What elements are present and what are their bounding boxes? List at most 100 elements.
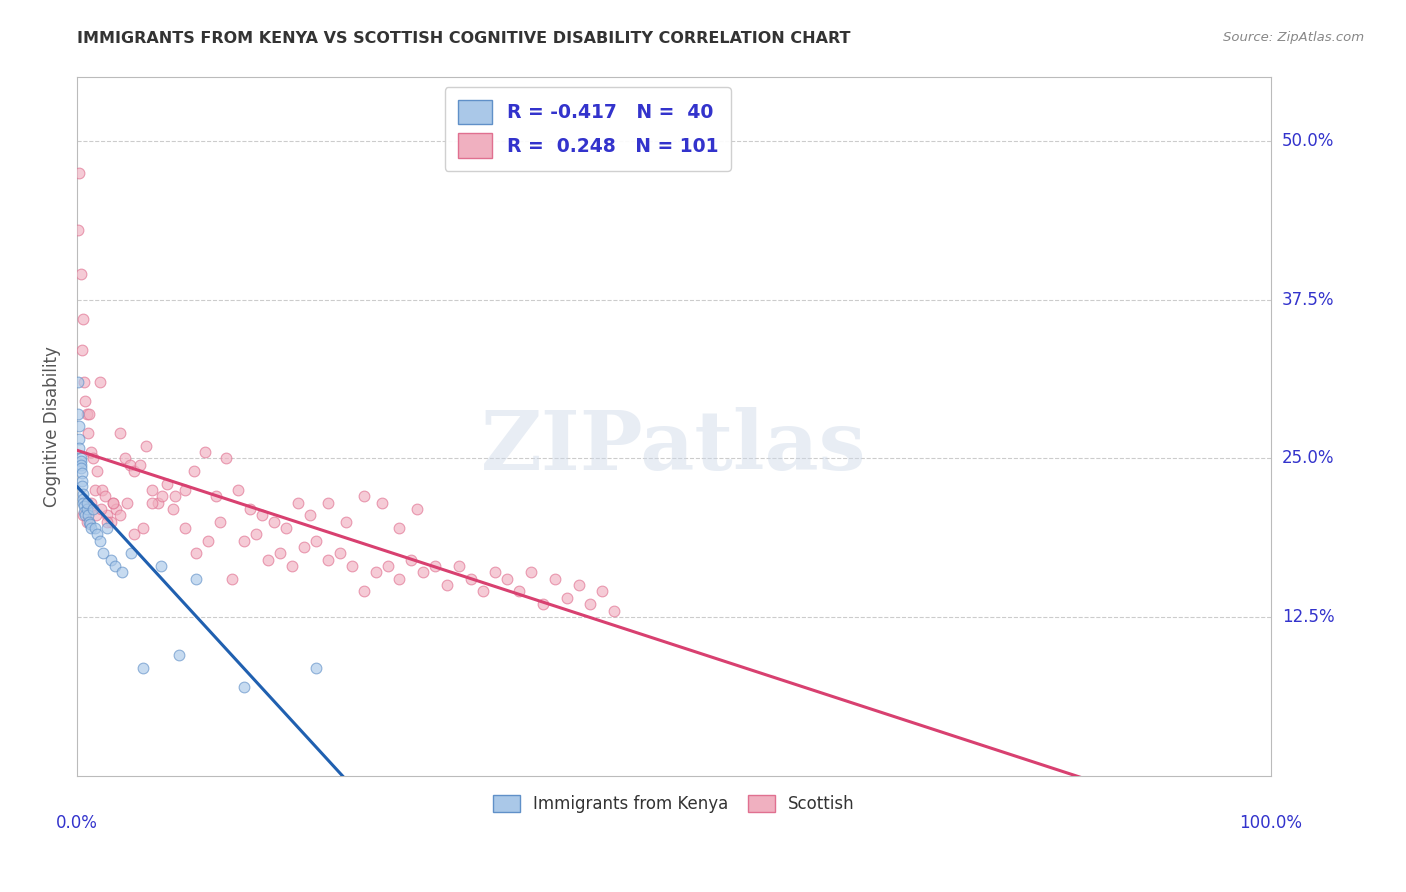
Point bbox=[150, 489, 173, 503]
Point bbox=[111, 566, 134, 580]
Point bbox=[72, 491, 94, 506]
Point bbox=[124, 464, 146, 478]
Point bbox=[194, 445, 217, 459]
Point bbox=[141, 483, 163, 497]
Point bbox=[105, 502, 128, 516]
Point bbox=[567, 578, 589, 592]
Point bbox=[67, 223, 90, 237]
Point bbox=[129, 458, 152, 472]
Point bbox=[114, 451, 136, 466]
Point bbox=[79, 517, 101, 532]
Point bbox=[167, 648, 190, 662]
Point bbox=[69, 458, 91, 472]
Point bbox=[496, 572, 519, 586]
Point bbox=[76, 515, 98, 529]
Point bbox=[77, 515, 100, 529]
Point bbox=[76, 495, 98, 509]
Point bbox=[96, 515, 118, 529]
Point bbox=[257, 553, 280, 567]
Point bbox=[72, 311, 94, 326]
Point bbox=[118, 458, 141, 472]
Point bbox=[91, 483, 114, 497]
Point bbox=[508, 584, 530, 599]
Point bbox=[124, 527, 146, 541]
Point bbox=[204, 489, 226, 503]
Point bbox=[226, 483, 249, 497]
Point bbox=[82, 502, 104, 516]
Point bbox=[75, 394, 97, 409]
Point bbox=[370, 495, 392, 509]
Point bbox=[67, 407, 90, 421]
Point bbox=[100, 515, 122, 529]
Point bbox=[183, 464, 205, 478]
Point bbox=[90, 502, 112, 516]
Point bbox=[101, 495, 124, 509]
Point bbox=[233, 533, 256, 548]
Point bbox=[70, 467, 93, 481]
Point bbox=[316, 553, 339, 567]
Point bbox=[69, 451, 91, 466]
Point bbox=[305, 660, 328, 674]
Point bbox=[186, 572, 208, 586]
Point bbox=[69, 419, 91, 434]
Point bbox=[86, 527, 108, 541]
Point bbox=[579, 597, 602, 611]
Point bbox=[72, 508, 94, 523]
Point bbox=[104, 559, 127, 574]
Point bbox=[70, 343, 93, 358]
Point bbox=[69, 454, 91, 468]
Point bbox=[292, 540, 315, 554]
Point bbox=[281, 559, 304, 574]
Point bbox=[69, 461, 91, 475]
Point bbox=[70, 474, 93, 488]
Point bbox=[108, 425, 131, 440]
Point bbox=[75, 508, 97, 523]
Point bbox=[141, 495, 163, 509]
Point bbox=[69, 441, 91, 455]
Point bbox=[96, 508, 118, 523]
Point bbox=[233, 680, 256, 694]
Point bbox=[72, 495, 94, 509]
Point bbox=[472, 584, 495, 599]
Point bbox=[73, 504, 96, 518]
Point bbox=[263, 515, 285, 529]
Point bbox=[96, 521, 118, 535]
Point bbox=[132, 521, 155, 535]
Point bbox=[425, 559, 447, 574]
Point bbox=[353, 489, 375, 503]
Text: 12.5%: 12.5% bbox=[1282, 607, 1334, 626]
Point bbox=[148, 495, 170, 509]
Point bbox=[76, 425, 98, 440]
Point bbox=[82, 451, 104, 466]
Point bbox=[186, 546, 208, 560]
Point bbox=[73, 375, 96, 389]
Point bbox=[149, 559, 172, 574]
Point bbox=[401, 553, 423, 567]
Point bbox=[209, 515, 232, 529]
Point bbox=[100, 553, 122, 567]
Point bbox=[531, 597, 554, 611]
Point bbox=[69, 267, 91, 281]
Point bbox=[73, 500, 96, 514]
Point bbox=[69, 166, 91, 180]
Point bbox=[239, 502, 262, 516]
Point bbox=[86, 464, 108, 478]
Point bbox=[520, 566, 543, 580]
Point bbox=[406, 502, 429, 516]
Point bbox=[84, 521, 107, 535]
Point bbox=[603, 603, 626, 617]
Point bbox=[89, 533, 111, 548]
Point bbox=[70, 479, 93, 493]
Point bbox=[340, 559, 363, 574]
Point bbox=[80, 445, 103, 459]
Point bbox=[388, 521, 411, 535]
Point bbox=[250, 508, 273, 523]
Text: ZIPatlas: ZIPatlas bbox=[481, 408, 868, 487]
Point bbox=[173, 483, 195, 497]
Y-axis label: Cognitive Disability: Cognitive Disability bbox=[44, 346, 60, 507]
Text: 25.0%: 25.0% bbox=[1282, 450, 1334, 467]
Point bbox=[353, 584, 375, 599]
Point bbox=[89, 375, 111, 389]
Point bbox=[412, 566, 434, 580]
Text: 50.0%: 50.0% bbox=[1282, 132, 1334, 150]
